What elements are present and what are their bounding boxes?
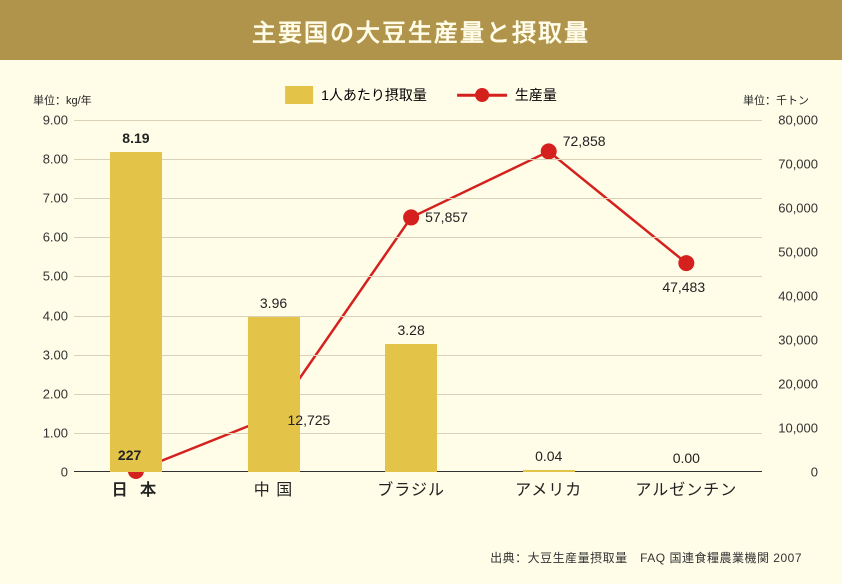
y-tick-right: 80,000 (768, 113, 818, 128)
legend-line-swatch (457, 86, 507, 104)
legend-bar-swatch (285, 86, 313, 104)
y-tick-left: 9.00 (30, 113, 68, 128)
page-title: 主要国の大豆生産量と摂取量 (252, 13, 590, 48)
y-tick-left: 7.00 (30, 191, 68, 206)
grid-line (74, 316, 762, 317)
y-tick-left: 1.00 (30, 425, 68, 440)
legend-item-line: 生産量 (457, 85, 557, 105)
y-tick-right: 50,000 (768, 245, 818, 260)
y-tick-right: 70,000 (768, 157, 818, 172)
unit-right-label: 単位：千トン (743, 92, 809, 108)
bar-value-label: 8.19 (86, 130, 186, 146)
x-axis-label: アメリカ (479, 476, 619, 500)
y-tick-right: 60,000 (768, 201, 818, 216)
grid-line (74, 276, 762, 277)
x-axis-label: アルゼンチン (616, 476, 756, 500)
legend: 1人あたり摂取量 生産量 (285, 85, 557, 105)
y-tick-right: 10,000 (768, 421, 818, 436)
line-value-label: 227 (118, 447, 141, 463)
y-tick-right: 0 (768, 465, 818, 480)
y-tick-right: 20,000 (768, 377, 818, 392)
bar (385, 344, 437, 472)
grid-line (74, 120, 762, 121)
header-bar: 主要国の大豆生産量と摂取量 (0, 0, 842, 60)
y-tick-left: 2.00 (30, 386, 68, 401)
y-tick-right: 30,000 (768, 333, 818, 348)
line-value-label: 47,483 (662, 279, 705, 295)
line-value-label: 12,725 (288, 412, 331, 428)
y-tick-left: 6.00 (30, 230, 68, 245)
line-value-label: 57,857 (425, 209, 468, 225)
x-axis-label: ブラジル (341, 476, 481, 500)
grid-line (74, 237, 762, 238)
bar-value-label: 3.28 (361, 322, 461, 338)
x-axis-label: 日 本 (66, 476, 206, 500)
y-tick-left: 8.00 (30, 152, 68, 167)
bar-value-label: 0.04 (499, 448, 599, 464)
source-text: 出典：大豆生産量摂取量 FAQ 国連食糧農業機関 2007 (490, 549, 802, 566)
legend-bar-label: 1人あたり摂取量 (321, 85, 427, 105)
y-tick-right: 40,000 (768, 289, 818, 304)
line-value-label: 72,858 (563, 133, 606, 149)
grid-line (74, 198, 762, 199)
unit-left-label: 単位：kg/年 (33, 92, 92, 108)
bar-value-label: 0.00 (636, 450, 736, 466)
y-tick-left: 0 (30, 465, 68, 480)
chart-plot: 01.002.003.004.005.006.007.008.009.00010… (74, 120, 762, 472)
grid-line (74, 159, 762, 160)
line-marker (403, 209, 419, 225)
line-marker (678, 255, 694, 271)
y-tick-left: 5.00 (30, 269, 68, 284)
legend-item-bar: 1人あたり摂取量 (285, 85, 427, 105)
bar (110, 152, 162, 472)
legend-line-label: 生産量 (515, 85, 557, 105)
bar-value-label: 3.96 (224, 295, 324, 311)
y-tick-left: 3.00 (30, 347, 68, 362)
y-tick-left: 4.00 (30, 308, 68, 323)
line-marker (541, 143, 557, 159)
bar (248, 317, 300, 472)
bar (523, 470, 575, 472)
x-axis-label: 中 国 (204, 476, 344, 500)
